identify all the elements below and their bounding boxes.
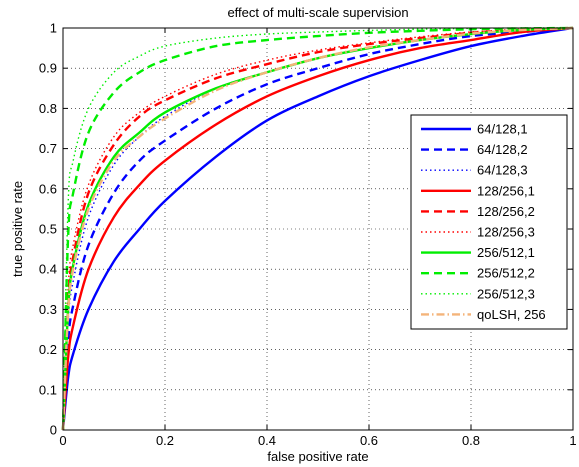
x-axis-label: false positive rate bbox=[267, 449, 368, 464]
legend-label-6: 128/256,3 bbox=[477, 225, 535, 240]
x-tick-label: 0 bbox=[59, 433, 66, 448]
series-line-5 bbox=[61, 26, 574, 431]
x-tick-label: 0.2 bbox=[156, 433, 174, 448]
legend-label-10: qoLSH, 256 bbox=[477, 307, 546, 322]
x-tick-label: 0.8 bbox=[462, 433, 480, 448]
x-tick-label: 0.6 bbox=[360, 433, 378, 448]
series-line-10 bbox=[61, 26, 574, 431]
y-tick-label: 0.4 bbox=[39, 262, 57, 277]
y-tick-label: 0.2 bbox=[39, 342, 57, 357]
series-group bbox=[61, 26, 574, 431]
y-tick-label: 0.1 bbox=[39, 382, 57, 397]
y-axis-label: true positive rate bbox=[10, 181, 25, 277]
legend-label-1: 64/128,1 bbox=[477, 122, 528, 137]
y-tick-label: 1 bbox=[50, 21, 57, 36]
chart-title: effect of multi-scale supervision bbox=[227, 5, 408, 20]
series-line-2 bbox=[61, 26, 574, 431]
axis-ticks: 0 0.2 0.4 0.6 0.8 1 0 0.1 0.2 0.3 0.4 0.5 0.6 0.7 0.8 0… bbox=[39, 21, 577, 449]
legend-label-8: 256/512,2 bbox=[477, 266, 535, 281]
legend-label-2: 64/128,2 bbox=[477, 142, 528, 157]
series-line-9 bbox=[62, 27, 574, 431]
y-tick-label: 0.9 bbox=[39, 61, 57, 76]
y-tick-label: 0 bbox=[50, 423, 57, 438]
x-tick-label: 1 bbox=[569, 433, 576, 448]
legend-label-4: 128/256,1 bbox=[477, 183, 535, 198]
legend-label-9: 256/512,3 bbox=[477, 286, 535, 301]
series-line-4 bbox=[61, 26, 574, 431]
y-tick-label: 0.7 bbox=[39, 141, 57, 156]
legend-label-5: 128/256,2 bbox=[477, 204, 535, 219]
x-tick-label: 0.4 bbox=[258, 433, 276, 448]
legend-label-7: 256/512,1 bbox=[477, 245, 535, 260]
series-line-1 bbox=[61, 26, 574, 431]
y-tick-label: 0.6 bbox=[39, 181, 57, 196]
legend-label-3: 64/128,3 bbox=[477, 163, 528, 178]
y-tick-label: 0.5 bbox=[39, 222, 57, 237]
legend: 64/128,1 64/128,2 64/128,3 128/256,1 128/256… bbox=[410, 114, 568, 330]
series-line-8 bbox=[61, 26, 574, 431]
y-tick-label: 0.8 bbox=[39, 101, 57, 116]
y-tick-label: 0.3 bbox=[39, 302, 57, 317]
series-line-6 bbox=[62, 27, 574, 431]
